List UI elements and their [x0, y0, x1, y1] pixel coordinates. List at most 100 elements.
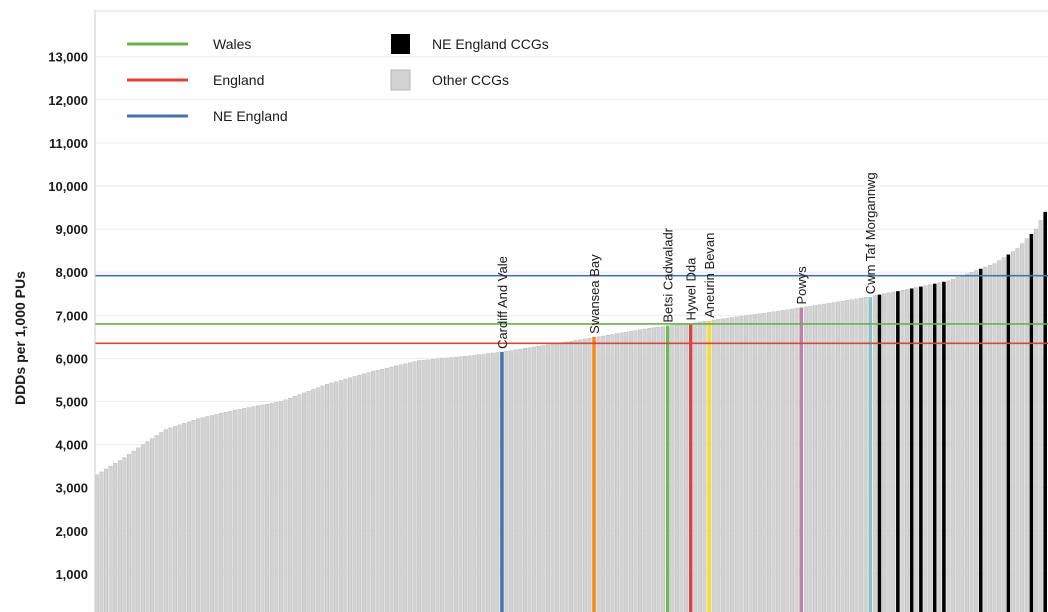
- bar-other-ccg: [357, 375, 362, 612]
- bar-other-ccg: [486, 353, 491, 612]
- bar-other-ccg: [278, 401, 283, 612]
- bar-other-ccg: [771, 311, 776, 612]
- bar-ne-england-ccg: [877, 294, 882, 612]
- highlight-label: Aneurin Bevan: [702, 233, 717, 318]
- bar-other-ccg: [532, 346, 537, 612]
- bar-other-ccg: [762, 312, 767, 612]
- bar-other-ccg: [836, 301, 841, 612]
- bar-other-ccg: [822, 303, 827, 612]
- highlight-label: Hywel Dda: [684, 257, 699, 321]
- bar-other-ccg: [352, 376, 357, 612]
- bar-other-ccg: [582, 338, 587, 612]
- y-tick-label: 2,000: [55, 524, 88, 539]
- bar-highlight: [500, 351, 504, 612]
- bar-other-ccg: [545, 344, 550, 612]
- bar-other-ccg: [900, 290, 905, 612]
- legend-box-swatch: [391, 34, 410, 54]
- bar-other-ccg: [389, 366, 394, 612]
- bar-other-ccg: [826, 303, 831, 612]
- bar-other-ccg: [1033, 228, 1038, 612]
- bar-highlight: [592, 336, 596, 612]
- legend-label: England: [213, 72, 264, 88]
- highlight-label: Cwm Taf Morgannwg: [863, 172, 878, 294]
- bar-other-ccg: [168, 427, 173, 612]
- bar-other-ccg: [730, 317, 735, 612]
- legend-label: NE England: [213, 108, 288, 124]
- bar-other-ccg: [131, 450, 136, 612]
- bar-other-ccg: [440, 358, 445, 612]
- bar-other-ccg: [670, 325, 675, 612]
- bar-other-ccg: [596, 336, 601, 612]
- bar-other-ccg: [200, 417, 205, 612]
- bar-other-ccg: [288, 397, 293, 612]
- bar-other-ccg: [173, 426, 178, 612]
- bar-ne-england-ccg: [932, 283, 937, 612]
- bar-other-ccg: [854, 298, 859, 612]
- bar-ne-england-ccg: [896, 291, 900, 612]
- bar-other-ccg: [951, 278, 956, 612]
- bar-ne-england-ccg: [1043, 211, 1047, 612]
- bar-other-ccg: [891, 291, 896, 612]
- bar-other-ccg: [255, 405, 260, 612]
- legend: Wales England NE England NE England CCGs Oth…: [127, 34, 549, 124]
- bar-other-ccg: [159, 432, 164, 612]
- bar-other-ccg: [849, 299, 854, 612]
- bar-other-ccg: [315, 387, 320, 612]
- bar-other-ccg: [647, 328, 652, 612]
- legend-label: NE England CCGs: [432, 36, 549, 52]
- bar-other-ccg: [914, 287, 919, 612]
- y-axis: 0 1,000 2,000 3,000 4,000 5,000 6,000 7,000 8,00…: [48, 10, 1048, 612]
- bar-other-ccg: [260, 404, 265, 612]
- bar-other-ccg: [513, 349, 518, 612]
- bar-other-ccg: [481, 353, 486, 612]
- bar-other-ccg: [453, 356, 458, 612]
- bar-other-ccg: [375, 370, 380, 612]
- y-tick-label: 6,000: [55, 351, 88, 366]
- bar-other-ccg: [1038, 220, 1043, 612]
- bar-other-ccg: [527, 347, 532, 612]
- bar-highlight: [868, 297, 873, 612]
- bar-other-ccg: [463, 356, 468, 612]
- bar-other-ccg: [329, 382, 334, 612]
- y-tick-label: 5,000: [55, 395, 88, 410]
- bar-other-ccg: [265, 403, 270, 612]
- bar-other-ccg: [237, 409, 242, 612]
- bar-other-ccg: [886, 292, 891, 612]
- bar-other-ccg: [154, 435, 159, 612]
- bar-other-ccg: [960, 275, 965, 612]
- bar-other-ccg: [177, 424, 182, 612]
- bar-other-ccg: [711, 319, 716, 612]
- bar-other-ccg: [205, 416, 210, 612]
- bar-other-ccg: [297, 394, 302, 612]
- bar-other-ccg: [421, 359, 426, 612]
- bar-other-ccg: [716, 319, 721, 612]
- bar-other-ccg: [108, 465, 113, 612]
- bar-other-ccg: [803, 306, 808, 612]
- highlight-label: Cardiff And Vale: [495, 256, 510, 349]
- bar-other-ccg: [495, 352, 500, 612]
- bar-other-ccg: [619, 332, 624, 612]
- bar-other-ccg: [407, 362, 412, 612]
- bar-other-ccg: [1020, 243, 1025, 612]
- bar-other-ccg: [568, 340, 573, 612]
- bar-other-ccg: [242, 408, 247, 612]
- bar-other-ccg: [426, 359, 431, 612]
- bar-highlight: [688, 323, 693, 612]
- bar-other-ccg: [983, 266, 988, 612]
- bar-other-ccg: [430, 359, 435, 612]
- bar-other-ccg: [435, 358, 440, 612]
- bar-other-ccg: [780, 310, 785, 612]
- bar-other-ccg: [633, 330, 638, 612]
- bar-ne-england-ccg: [978, 268, 983, 612]
- bar-other-ccg: [863, 296, 868, 612]
- bar-other-ccg: [292, 396, 297, 612]
- highlight-label: Swansea Bay: [587, 254, 602, 334]
- bar-other-ccg: [246, 407, 251, 612]
- bar-other-ccg: [417, 360, 422, 612]
- bar-other-ccg: [472, 354, 477, 612]
- bar-other-ccg: [946, 280, 951, 612]
- bar-other-ccg: [338, 380, 343, 612]
- bar-other-ccg: [191, 420, 196, 612]
- bar-other-ccg: [923, 285, 928, 612]
- bar-other-ccg: [509, 350, 514, 612]
